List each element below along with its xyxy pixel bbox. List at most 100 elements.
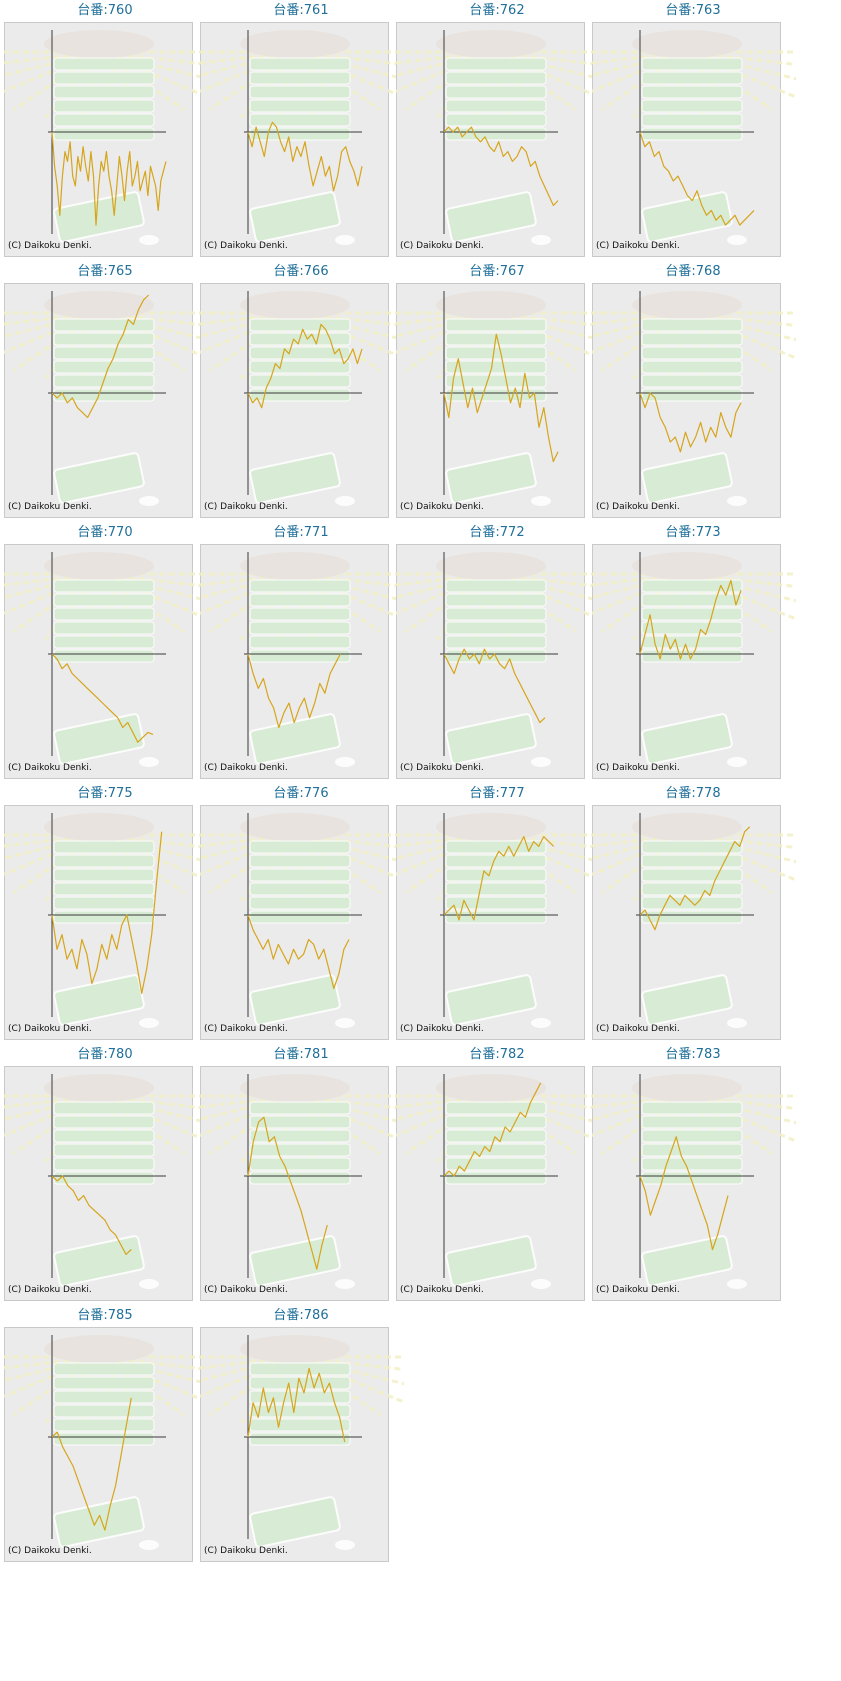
watermark-ray: [396, 1094, 492, 1121]
machine-number-link[interactable]: 台番:778: [665, 786, 721, 801]
watermark-tray: [249, 1404, 351, 1418]
copyright-text: (C) Daikoku Denki.: [400, 1285, 484, 1295]
machine-graph-card[interactable]: 台番:772 (C) Daikoku Denki.: [394, 522, 600, 800]
machine-number-link[interactable]: 台番:762: [469, 3, 525, 18]
machine-graph-card[interactable]: 台番:765 (C) Daikoku Denki.: [2, 261, 208, 539]
machine-number-link[interactable]: 台番:770: [77, 525, 133, 540]
copyright-text: (C) Daikoku Denki.: [400, 1024, 484, 1034]
machine-graph-card[interactable]: 台番:776 (C) Daikoku Denki.: [198, 783, 404, 1061]
machine-number-link[interactable]: 台番:761: [273, 3, 329, 18]
watermark-coin: [531, 496, 551, 506]
series-line: [639, 1136, 729, 1251]
chart-svg: (C) Daikoku Denki.: [4, 283, 208, 518]
machine-graph-card[interactable]: 台番:778 (C) Daikoku Denki.: [590, 783, 796, 1061]
watermark-tray: [53, 127, 155, 141]
machine-graph-card[interactable]: 台番:763 (C) Daikoku Denki.: [590, 0, 796, 278]
copyright-text: (C) Daikoku Denki.: [204, 1285, 288, 1295]
watermark-tray: [641, 360, 743, 374]
machine-graph-card[interactable]: 台番:786 (C) Daikoku Denki.: [198, 1305, 404, 1583]
machine-number-link[interactable]: 台番:767: [469, 264, 525, 279]
watermark-tray: [445, 1157, 547, 1171]
watermark-tray: [641, 318, 743, 332]
watermark-box: [641, 1235, 733, 1287]
watermark-illustration: [592, 291, 796, 506]
machine-graph-card[interactable]: 台番:781 (C) Daikoku Denki.: [198, 1044, 404, 1322]
watermark-illustration: [4, 552, 208, 767]
machine-number-link[interactable]: 台番:777: [469, 786, 525, 801]
machine-graph-card[interactable]: 台番:775 (C) Daikoku Denki.: [2, 783, 208, 1061]
machine-number-link[interactable]: 台番:760: [77, 3, 133, 18]
watermark-illustration: [396, 813, 600, 1028]
copyright-text: (C) Daikoku Denki.: [204, 502, 288, 512]
chart-svg: (C) Daikoku Denki.: [4, 544, 208, 779]
machine-number-link[interactable]: 台番:781: [273, 1047, 329, 1062]
watermark-tray: [53, 896, 155, 910]
watermark-coin: [531, 1279, 551, 1289]
watermark-coin: [531, 757, 551, 767]
watermark-tray: [249, 346, 351, 360]
watermark-tray: [53, 1171, 155, 1185]
machine-number-link[interactable]: 台番:775: [77, 786, 133, 801]
watermark-box: [641, 191, 733, 243]
machine-graph-card[interactable]: 台番:766 (C) Daikoku Denki.: [198, 261, 404, 539]
machine-number-link[interactable]: 台番:763: [665, 3, 721, 18]
watermark-tray: [53, 1390, 155, 1404]
machine-graph-card[interactable]: 台番:768 (C) Daikoku Denki.: [590, 261, 796, 539]
machine-number-link[interactable]: 台番:780: [77, 1047, 133, 1062]
machine-number-link[interactable]: 台番:786: [273, 1308, 329, 1323]
watermark-box: [249, 974, 341, 1026]
copyright-text: (C) Daikoku Denki.: [204, 241, 288, 251]
watermark-coin: [531, 1018, 551, 1028]
watermark-ray: [98, 1355, 208, 1386]
watermark-illustration: [200, 552, 404, 767]
machine-graph-card[interactable]: 台番:777 (C) Daikoku Denki.: [394, 783, 600, 1061]
machine-number-link[interactable]: 台番:782: [469, 1047, 525, 1062]
watermark-bowl: [436, 291, 546, 319]
machine-number-link[interactable]: 台番:772: [469, 525, 525, 540]
watermark-box: [249, 191, 341, 243]
watermark-illustration: [592, 552, 796, 767]
watermark-ray: [200, 833, 296, 860]
machine-number-link[interactable]: 台番:771: [273, 525, 329, 540]
machine-number-link[interactable]: 台番:785: [77, 1308, 133, 1323]
watermark-bowl: [44, 552, 154, 580]
machine-number-link[interactable]: 台番:765: [77, 264, 133, 279]
machine-graph-card[interactable]: 台番:760 (C) Daikoku Denki.: [2, 0, 208, 278]
machine-number-link[interactable]: 台番:783: [665, 1047, 721, 1062]
machine-graph-card[interactable]: 台番:785 (C) Daikoku Denki.: [2, 1305, 208, 1583]
machine-graph-card[interactable]: 台番:782 (C) Daikoku Denki.: [394, 1044, 600, 1322]
machine-graph-card[interactable]: 台番:771 (C) Daikoku Denki.: [198, 522, 404, 800]
chart-svg: (C) Daikoku Denki.: [592, 1066, 796, 1301]
watermark-coin: [727, 757, 747, 767]
series-line: [51, 1397, 132, 1531]
watermark-illustration: [4, 291, 208, 506]
copyright-text: (C) Daikoku Denki.: [596, 763, 680, 773]
machine-number-link[interactable]: 台番:766: [273, 264, 329, 279]
watermark-coin: [139, 235, 159, 245]
machine-graph-card[interactable]: 台番:780 (C) Daikoku Denki.: [2, 1044, 208, 1322]
chart-svg: (C) Daikoku Denki.: [592, 805, 796, 1040]
machine-number-link[interactable]: 台番:768: [665, 264, 721, 279]
watermark-tray: [641, 910, 743, 924]
machine-graph-card[interactable]: 台番:773 (C) Daikoku Denki.: [590, 522, 796, 800]
watermark-tray: [249, 57, 351, 71]
machine-number-link[interactable]: 台番:776: [273, 786, 329, 801]
watermark-bowl: [632, 552, 742, 580]
machine-graph-card[interactable]: 台番:761 (C) Daikoku Denki.: [198, 0, 404, 278]
watermark-tray: [53, 1404, 155, 1418]
series-line: [247, 914, 350, 990]
watermark-tray: [445, 635, 547, 649]
watermark-tray: [641, 1129, 743, 1143]
series-line: [443, 1082, 542, 1177]
watermark-tray: [249, 840, 351, 854]
watermark-tray: [641, 1157, 743, 1171]
watermark-tray: [445, 579, 547, 593]
watermark-tray: [53, 1129, 155, 1143]
machine-graph-card[interactable]: 台番:783 (C) Daikoku Denki.: [590, 1044, 796, 1322]
machine-graph-card[interactable]: 台番:770 (C) Daikoku Denki.: [2, 522, 208, 800]
machine-graph-card[interactable]: 台番:762 (C) Daikoku Denki.: [394, 0, 600, 278]
watermark-tray: [249, 910, 351, 924]
machine-graph-card[interactable]: 台番:767 (C) Daikoku Denki.: [394, 261, 600, 539]
watermark-ray: [686, 1094, 796, 1125]
machine-number-link[interactable]: 台番:773: [665, 525, 721, 540]
